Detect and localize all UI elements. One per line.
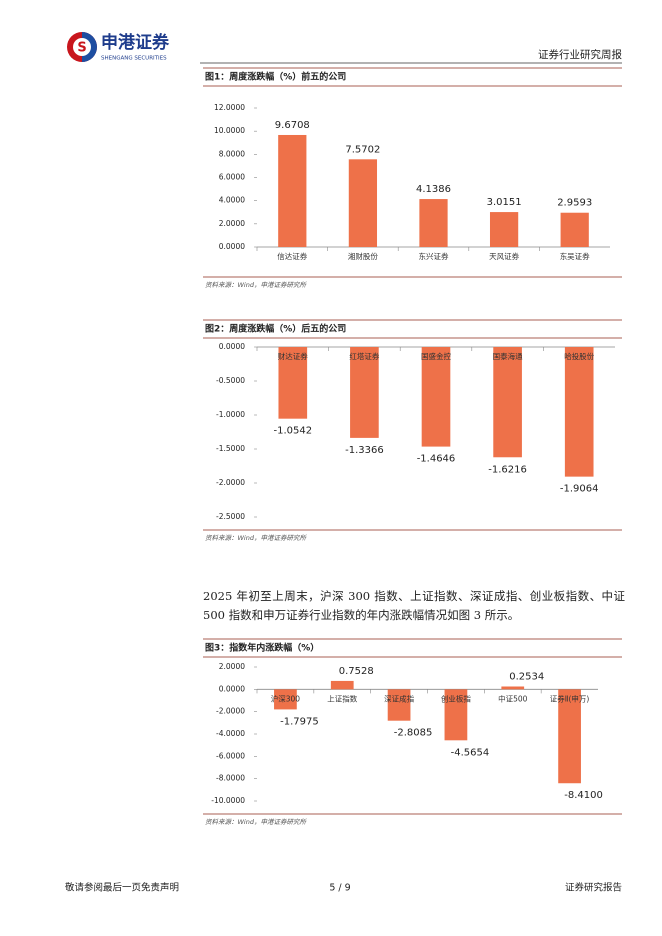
y-tick-label: 10.0000 — [214, 126, 245, 135]
category-label: 哈投股份 — [564, 351, 594, 361]
y-tick-label: -1.5000 — [216, 444, 245, 453]
bar — [348, 159, 378, 247]
chart-source: 资料来源：Wind，申港证券研究所 — [205, 818, 307, 826]
category-label: 深证成指 — [384, 693, 414, 703]
category-label: 上证指数 — [327, 693, 357, 703]
y-tick-label: 0.0000 — [219, 342, 245, 351]
category-label: 证券Ⅱ(申万) — [550, 693, 590, 703]
category-label: 天风证券 — [489, 251, 519, 261]
data-label: -1.9064 — [560, 484, 599, 495]
bar — [350, 347, 379, 438]
data-label: 2.9593 — [557, 198, 592, 209]
data-label: 4.1386 — [416, 184, 451, 195]
y-tick-label: -10.0000 — [211, 796, 245, 805]
y-tick-label: 8.0000 — [219, 149, 245, 158]
bar — [444, 689, 468, 741]
data-label: -1.7975 — [280, 716, 319, 727]
data-label: 3.0151 — [487, 197, 522, 208]
y-tick-label: -1.0000 — [216, 410, 245, 419]
category-label: 国盛金控 — [421, 351, 451, 361]
category-label: 信达证券 — [277, 251, 307, 261]
bar — [560, 212, 589, 247]
y-tick-label: 2.0000 — [219, 662, 245, 671]
bar — [558, 689, 581, 784]
bar — [387, 689, 411, 721]
chart-title: 图2：周度涨跌幅（%）后五的公司 — [205, 323, 346, 335]
logo-english: SHENGANG SECURITIES — [101, 56, 167, 62]
bar — [421, 347, 451, 447]
chart-title: 图3：指数年内涨跌幅（%） — [205, 642, 319, 654]
doc-type: 证券研究报告 — [565, 882, 622, 894]
bar — [278, 347, 308, 419]
bar — [564, 347, 594, 477]
y-tick-label: 6.0000 — [219, 173, 245, 182]
data-label: -1.3366 — [345, 445, 384, 456]
y-tick-label: -6.0000 — [216, 751, 245, 760]
y-tick-label: 4.0000 — [219, 196, 245, 205]
data-label: 0.2534 — [509, 672, 544, 683]
y-tick-label: -4.0000 — [216, 729, 245, 738]
svg-text:S: S — [77, 41, 86, 56]
bar — [489, 212, 519, 247]
bar — [330, 680, 354, 690]
bar — [501, 686, 525, 690]
logo: S — [67, 32, 97, 62]
data-label: -1.6216 — [488, 464, 527, 475]
category-label: 东兴证券 — [419, 251, 449, 261]
page-number: 5 / 9 — [329, 883, 350, 894]
data-label: -4.5654 — [451, 747, 490, 758]
y-tick-label: 2.0000 — [219, 219, 245, 228]
category-label: 国泰海通 — [493, 351, 523, 361]
category-label: 红塔证券 — [349, 351, 379, 361]
data-label: 0.7528 — [339, 666, 374, 677]
chart-title: 图1：周度涨跌幅（%）前五的公司 — [205, 71, 346, 83]
disclaimer: 敬请参阅最后一页免责声明 — [65, 882, 179, 894]
category-label: 财达证券 — [278, 351, 308, 361]
chart-source: 资料来源：Wind，申港证券研究所 — [205, 534, 307, 542]
bar — [419, 199, 448, 247]
category-label: 东吴证券 — [560, 251, 590, 261]
category-label: 沪深300 — [271, 693, 301, 703]
y-tick-label: -2.0000 — [216, 478, 245, 487]
bar — [278, 134, 307, 247]
bar — [493, 347, 522, 458]
y-tick-label: -0.5000 — [216, 376, 245, 385]
y-tick-label: 0.0000 — [219, 684, 245, 693]
y-tick-label: -2.0000 — [216, 707, 245, 716]
y-tick-label: 0.0000 — [219, 242, 245, 251]
category-label: 湘财股份 — [348, 251, 378, 261]
y-tick-label: 12.0000 — [214, 103, 245, 112]
logo-name: 申港证券 — [101, 32, 170, 53]
category-label: 中证500 — [498, 693, 528, 703]
y-tick-label: -2.5000 — [216, 512, 245, 521]
data-label: -2.8085 — [394, 728, 433, 739]
data-label: -1.4646 — [417, 454, 456, 465]
category-label: 创业板指 — [441, 693, 471, 703]
data-label: 7.5702 — [345, 144, 380, 155]
data-label: 9.6708 — [275, 120, 310, 131]
y-tick-label: -8.0000 — [216, 774, 245, 783]
data-label: -8.4100 — [564, 790, 603, 801]
data-label: -1.0542 — [273, 426, 312, 437]
bar — [274, 689, 297, 710]
body-text: 2025 年初至上周末，沪深 300 指数、上证指数、深证成指、创业板指数、中证… — [203, 589, 625, 622]
report-type: 证券行业研究周报 — [538, 48, 622, 61]
chart-source: 资料来源：Wind，申港证券研究所 — [205, 281, 307, 289]
